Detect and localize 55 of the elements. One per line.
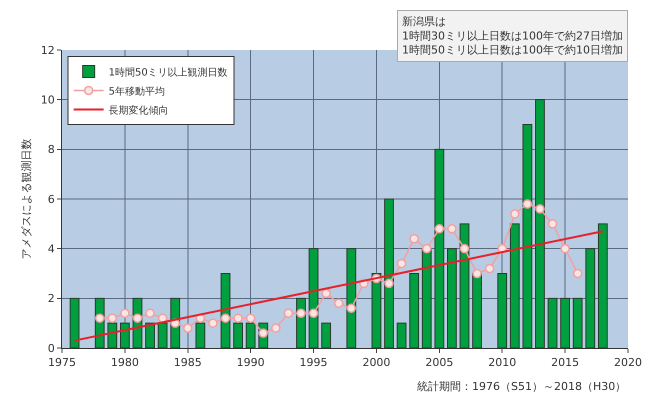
point [434, 224, 444, 234]
x-tick-label: 2015 [551, 356, 580, 370]
y-tick-label: 10 [40, 94, 55, 107]
point [296, 308, 306, 318]
point [447, 224, 457, 234]
annotation: 新潟県は 1時間30ミリ以上日数は100年で約27日増加 1時間50ミリ以上日数は100年で約10日増加 [402, 15, 623, 57]
point [548, 219, 558, 229]
point [572, 268, 582, 278]
x-tick-label: 1975 [48, 356, 76, 370]
point [94, 313, 104, 323]
x-tick-label: 1995 [300, 356, 328, 370]
x-tick-label: 2005 [425, 356, 454, 370]
point [535, 204, 545, 214]
point [233, 313, 243, 323]
point [220, 313, 230, 323]
point [208, 318, 218, 328]
point [484, 264, 494, 274]
text: 統計期間：1976（S51）～2018（H30） [417, 380, 626, 393]
x-tick-label: 2010 [488, 356, 516, 370]
point [422, 244, 432, 254]
point [284, 308, 294, 318]
legend-label: 長期変化傾向 [108, 104, 169, 116]
point [132, 313, 142, 323]
y-tick-label: 8 [48, 143, 55, 156]
y-tick-label: 2 [48, 292, 55, 306]
x-tick-label: 2020 [614, 356, 642, 370]
legend-label: 1時間50ミリ以上観測日数 [108, 66, 228, 78]
point [409, 234, 419, 244]
point [560, 244, 570, 254]
point [510, 209, 520, 219]
y-tick-label: 4 [48, 242, 55, 256]
x-tick-label: 2000 [362, 356, 390, 370]
point [396, 258, 406, 268]
point [321, 288, 331, 298]
y-tick-label: 6 [48, 192, 55, 206]
x-tick-label: 1990 [236, 356, 265, 370]
point [246, 313, 256, 323]
point [346, 304, 356, 314]
point [271, 323, 281, 333]
point [384, 278, 394, 288]
point [472, 268, 482, 278]
point [460, 244, 470, 254]
point [108, 313, 118, 323]
point [308, 308, 318, 318]
x-tick-label: 1980 [110, 356, 139, 370]
point [183, 323, 193, 333]
x-tick-label: 1985 [174, 356, 202, 370]
legend-label: 5年移動平均 [108, 85, 166, 98]
y-axis-title: アメダスによる観測日数 [20, 138, 33, 260]
y-tick-label: 12 [40, 44, 55, 57]
point [120, 308, 130, 318]
point [334, 298, 344, 308]
y-tick-label: 0 [48, 342, 55, 355]
point [145, 308, 155, 318]
point [522, 199, 532, 209]
